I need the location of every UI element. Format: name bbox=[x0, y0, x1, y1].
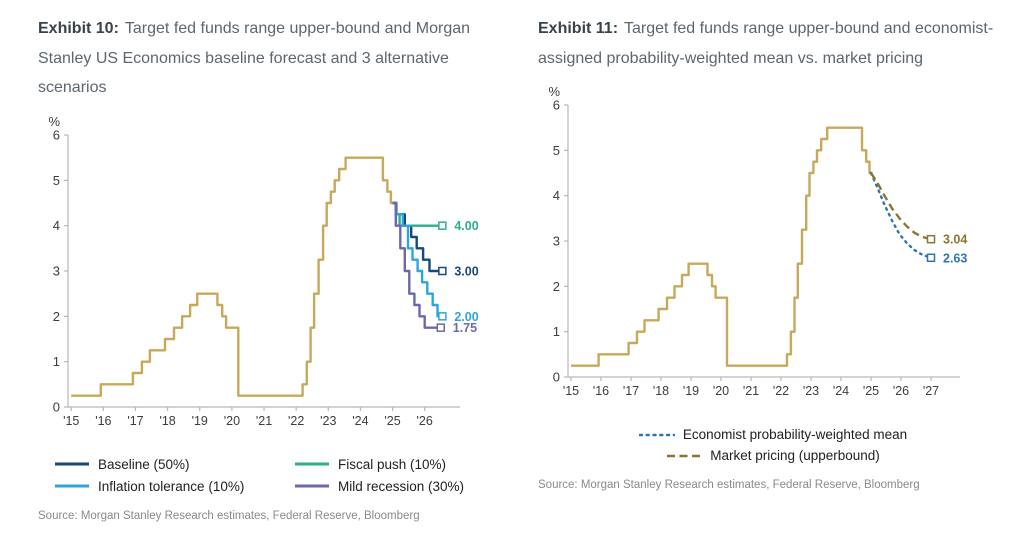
svg-text:3: 3 bbox=[553, 234, 560, 249]
svg-text:'25: '25 bbox=[384, 414, 400, 428]
series-line bbox=[571, 126, 873, 368]
svg-text:'26: '26 bbox=[893, 384, 909, 398]
series-line bbox=[392, 201, 443, 318]
series-line bbox=[71, 156, 395, 397]
svg-text:'18: '18 bbox=[653, 384, 669, 398]
legend-label-inflation-tolerance: Inflation tolerance (10%) bbox=[98, 478, 245, 494]
svg-text:%: % bbox=[548, 84, 560, 99]
mild-recession-line-swatch bbox=[294, 482, 330, 490]
exhibit-10-source: Source: Morgan Stanley Research estimate… bbox=[38, 509, 420, 522]
svg-text:'21: '21 bbox=[256, 414, 272, 428]
svg-text:'20: '20 bbox=[713, 384, 729, 398]
end-value-label: 4.00 bbox=[454, 219, 478, 233]
end-value-label: 3.04 bbox=[943, 233, 967, 247]
series-line bbox=[869, 172, 932, 241]
end-value-label: 2.63 bbox=[943, 251, 967, 265]
exhibit-11-chart: 0 1 2 3 4 5 6% '15 '16 '17 '18 '19 '20 '21 '22 '23 '24 '2… bbox=[548, 84, 967, 398]
exhibit-11-title-text: Target fed funds range upper-bound and e… bbox=[538, 20, 994, 67]
legend-item-market-pricing: Market pricing (upperbound) bbox=[666, 448, 880, 463]
exhibit-10-title-text: Target fed funds range upper-bound and M… bbox=[38, 20, 471, 97]
svg-text:4: 4 bbox=[53, 218, 60, 233]
report-page: Exhibit 10: Target fed funds range upper-… bbox=[38, 14, 1008, 522]
svg-text:'27: '27 bbox=[923, 384, 939, 398]
legend-label-market-pricing: Market pricing (upperbound) bbox=[710, 448, 880, 464]
svg-text:6: 6 bbox=[53, 127, 60, 142]
svg-text:2: 2 bbox=[553, 279, 560, 294]
svg-text:5: 5 bbox=[553, 143, 560, 158]
baseline-line-swatch bbox=[54, 460, 90, 468]
svg-text:5: 5 bbox=[53, 173, 60, 188]
svg-text:'19: '19 bbox=[192, 414, 208, 428]
svg-text:'17: '17 bbox=[623, 384, 639, 398]
svg-text:1: 1 bbox=[553, 324, 560, 339]
series-line bbox=[869, 171, 933, 260]
legend-item-baseline: Baseline (50%) bbox=[54, 457, 294, 472]
svg-text:'16: '16 bbox=[593, 384, 609, 398]
end-marker bbox=[438, 266, 447, 276]
svg-text:%: % bbox=[48, 114, 60, 129]
exhibit-11-source: Source: Morgan Stanley Research estimate… bbox=[538, 479, 920, 492]
legend-label-mild-recession: Mild recession (30%) bbox=[338, 478, 465, 494]
legend-item-mild-recession: Mild recession (30%) bbox=[294, 479, 508, 494]
end-value-label: 3.00 bbox=[454, 264, 478, 278]
svg-text:'23: '23 bbox=[803, 384, 819, 398]
svg-text:'21: '21 bbox=[743, 384, 759, 398]
end-marker bbox=[436, 323, 446, 332]
svg-text:'15: '15 bbox=[563, 384, 579, 398]
legend-item-economist-mean: Economist probability-weighted mean bbox=[638, 427, 908, 443]
market-pricing-line-swatch bbox=[666, 452, 702, 460]
end-value-label: 2.00 bbox=[454, 310, 478, 324]
exhibit-11-title: Exhibit 11: Target fed funds range upper-… bbox=[538, 14, 1004, 73]
svg-text:'15: '15 bbox=[63, 414, 79, 428]
svg-text:'26: '26 bbox=[417, 414, 433, 428]
end-marker bbox=[926, 235, 936, 244]
legend-item-inflation-tolerance: Inflation tolerance (10%) bbox=[54, 479, 294, 494]
svg-text:6: 6 bbox=[553, 98, 560, 113]
svg-text:'19: '19 bbox=[683, 384, 699, 398]
svg-text:4: 4 bbox=[553, 188, 560, 203]
legend-label-baseline: Baseline (50%) bbox=[98, 456, 190, 472]
svg-text:'23: '23 bbox=[320, 414, 336, 428]
svg-text:'25: '25 bbox=[863, 384, 879, 398]
svg-text:'24: '24 bbox=[352, 414, 368, 428]
end-marker bbox=[926, 253, 936, 263]
svg-text:'22: '22 bbox=[773, 384, 789, 398]
legend-label-fiscal-push: Fiscal push (10%) bbox=[338, 456, 447, 472]
svg-text:2: 2 bbox=[53, 309, 60, 324]
svg-text:'17: '17 bbox=[127, 414, 143, 428]
end-marker bbox=[438, 311, 447, 321]
end-marker bbox=[438, 221, 447, 230]
svg-text:'24: '24 bbox=[833, 384, 849, 398]
svg-text:'18: '18 bbox=[159, 414, 175, 428]
legend-item-fiscal-push: Fiscal push (10%) bbox=[294, 457, 508, 472]
exhibit-11-legend: Economist probability-weighted mean Mark… bbox=[538, 427, 1008, 463]
svg-text:3: 3 bbox=[53, 263, 60, 278]
exhibit-10-title: Exhibit 10: Target fed funds range upper-… bbox=[38, 14, 504, 103]
legend-label-economist-mean: Economist probability-weighted mean bbox=[682, 427, 908, 443]
svg-text:'16: '16 bbox=[95, 414, 111, 428]
exhibit-10-label: Exhibit 10: bbox=[38, 20, 119, 37]
end-value-label: 1.75 bbox=[453, 321, 477, 335]
svg-text:'22: '22 bbox=[288, 414, 304, 428]
svg-text:'20: '20 bbox=[224, 414, 240, 428]
svg-text:0: 0 bbox=[553, 370, 560, 385]
fiscal-push-line-swatch bbox=[294, 460, 330, 468]
exhibit-11-label: Exhibit 11: bbox=[538, 20, 619, 37]
svg-text:0: 0 bbox=[53, 399, 60, 414]
exhibit-10-legend: Baseline (50%) Fiscal push (10%) Inflati… bbox=[38, 457, 508, 494]
series-line bbox=[392, 201, 441, 329]
exhibit-10-panel: Exhibit 10: Target fed funds range upper-… bbox=[38, 14, 508, 522]
economist-mean-line-swatch bbox=[638, 431, 675, 439]
exhibit-10-chart: 0 1 2 3 4 5 6% '15 '16 '17 '18 '19 '20 '21 '22 '23 '24 '2… bbox=[48, 114, 478, 428]
inflation-tolerance-line-swatch bbox=[54, 482, 90, 490]
svg-text:1: 1 bbox=[53, 354, 60, 369]
exhibit-11-panel: Exhibit 11: Target fed funds range upper-… bbox=[538, 14, 1008, 522]
